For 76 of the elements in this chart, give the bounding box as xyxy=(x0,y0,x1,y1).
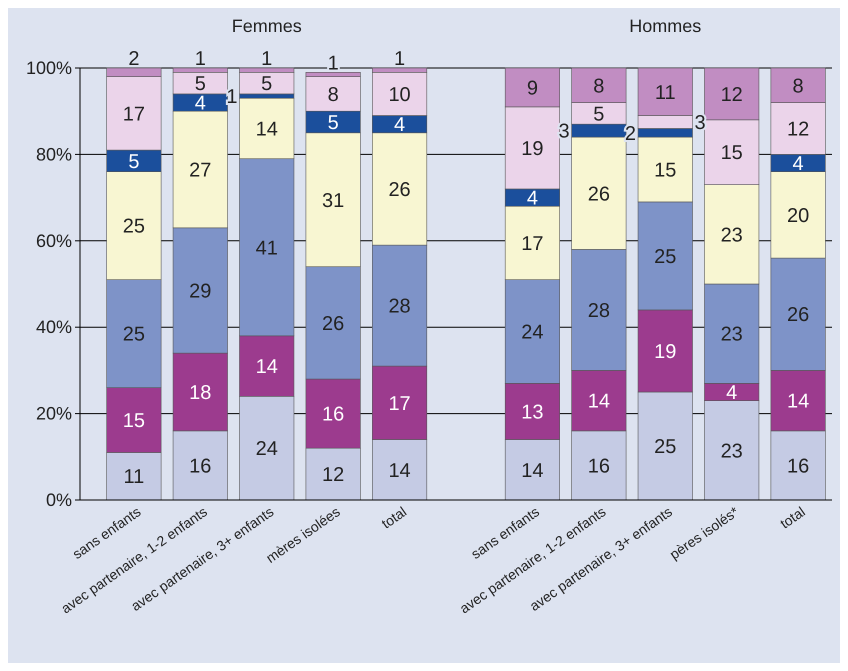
data-label: 12 xyxy=(787,118,810,140)
data-label: 25 xyxy=(654,246,676,268)
data-label: 2 xyxy=(128,48,140,70)
data-label: 25 xyxy=(654,436,676,458)
y-tick-label: 100% xyxy=(26,58,72,78)
data-label: 14 xyxy=(388,460,411,482)
data-label: 3 xyxy=(694,112,706,134)
data-label: 23 xyxy=(720,324,743,346)
data-label: 17 xyxy=(521,232,544,255)
data-label: 5 xyxy=(328,112,339,134)
data-label: 14 xyxy=(521,460,544,482)
data-label: 10 xyxy=(388,84,411,106)
data-label: 26 xyxy=(787,304,810,326)
data-label: 5 xyxy=(128,150,140,173)
x-tick-label: total xyxy=(776,503,808,532)
data-label: 14 xyxy=(256,118,278,140)
data-label: 20 xyxy=(787,204,810,227)
text: Hommes xyxy=(629,16,702,36)
text: Femmes xyxy=(232,16,302,36)
data-label: 28 xyxy=(388,296,411,318)
data-label: 25 xyxy=(122,324,145,346)
data-label: 11 xyxy=(123,466,144,488)
data-label: 26 xyxy=(388,178,411,201)
data-label: 23 xyxy=(720,440,743,462)
data-label: 1 xyxy=(261,48,272,70)
data-label: 12 xyxy=(720,84,743,106)
data-label: 17 xyxy=(122,103,145,126)
data-label: 26 xyxy=(588,183,610,206)
data-label: 29 xyxy=(189,280,212,302)
data-label: 17 xyxy=(388,392,411,415)
data-label: 4 xyxy=(792,153,804,176)
data-label: 16 xyxy=(322,404,344,426)
data-label: 5 xyxy=(261,73,272,96)
y-tick-label: 0% xyxy=(46,490,72,510)
data-label: 4 xyxy=(726,382,738,404)
data-label: 15 xyxy=(122,410,145,432)
y-tick-label: 80% xyxy=(36,144,72,164)
data-label: 14 xyxy=(588,390,610,413)
data-label: 31 xyxy=(322,190,344,212)
data-label: 16 xyxy=(189,455,212,478)
data-label: 16 xyxy=(588,455,610,478)
data-label: 19 xyxy=(654,340,676,363)
y-tick-label: 40% xyxy=(36,317,72,338)
data-label: 27 xyxy=(189,160,212,182)
data-label: 19 xyxy=(521,138,544,160)
data-label: 11 xyxy=(654,82,676,104)
data-label: 15 xyxy=(720,142,743,164)
data-label: 25 xyxy=(122,216,145,238)
data-label: 18 xyxy=(189,382,212,404)
data-label: 4 xyxy=(194,92,206,115)
data-label: 8 xyxy=(792,75,804,98)
data-label: 15 xyxy=(654,160,676,182)
data-label: 8 xyxy=(328,84,339,106)
data-label: 16 xyxy=(787,455,810,478)
data-label: 1 xyxy=(194,48,206,70)
data-label: 9 xyxy=(526,77,538,100)
data-label: 8 xyxy=(593,75,604,98)
data-label: 12 xyxy=(322,464,344,486)
data-label: 41 xyxy=(256,237,278,260)
data-label: 24 xyxy=(256,438,278,460)
data-label: 14 xyxy=(787,390,810,413)
data-label: 14 xyxy=(256,356,278,378)
data-label: 5 xyxy=(194,73,206,96)
y-tick-label: 60% xyxy=(36,230,72,251)
y-tick-label: 20% xyxy=(36,404,72,424)
data-label: 4 xyxy=(394,114,406,136)
data-label: 28 xyxy=(588,300,610,322)
data-label: 1 xyxy=(226,86,238,108)
data-label: 23 xyxy=(720,224,743,246)
data-label: 1 xyxy=(394,48,406,70)
data-label: 24 xyxy=(521,322,544,344)
x-tick-label: total xyxy=(378,503,410,532)
data-label: 26 xyxy=(322,312,344,335)
data-label: 13 xyxy=(521,401,544,424)
data-label: 5 xyxy=(593,103,604,126)
data-label: 4 xyxy=(526,188,538,210)
